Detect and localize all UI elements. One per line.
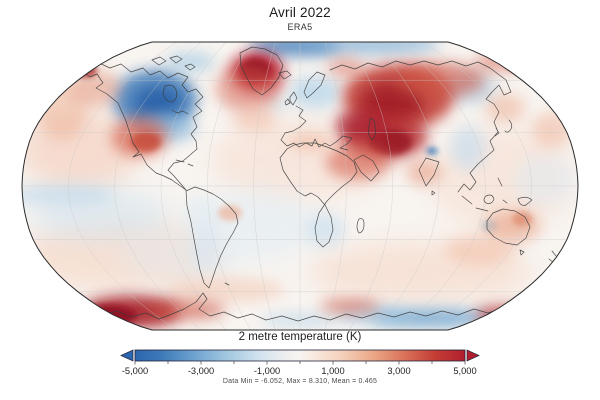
temperature-colorbar: -5,000 -3,000 -1,000 1,000 3,000 5,000 — [120, 349, 480, 376]
colorbar-min-arrow — [120, 349, 134, 362]
colorbar-tick-label: 3,000 — [387, 366, 410, 376]
colorbar-max-arrow — [466, 349, 480, 362]
colorbar-tick-label: 5,000 — [453, 366, 476, 376]
colorbar-ticks — [134, 361, 466, 365]
colorbar-tick-label: -3,000 — [188, 366, 214, 376]
data-stats: Data Min = -6.052, Max = 8.310, Mean = 0… — [222, 378, 378, 385]
figure-subtitle: ERA5 — [287, 22, 313, 32]
graticule — [22, 42, 578, 330]
colorbar-label: 2 metre temperature (K) — [238, 331, 362, 343]
colorbar-gradient — [134, 349, 466, 362]
colorbar-tick-label: -5,000 — [122, 366, 148, 376]
colorbar-tick-label: 1,000 — [321, 366, 344, 376]
coastlines — [79, 46, 557, 322]
map-outline — [21, 41, 579, 331]
figure-title: Avril 2022 — [269, 5, 331, 20]
colorbar-tick-label: -1,000 — [254, 366, 280, 376]
